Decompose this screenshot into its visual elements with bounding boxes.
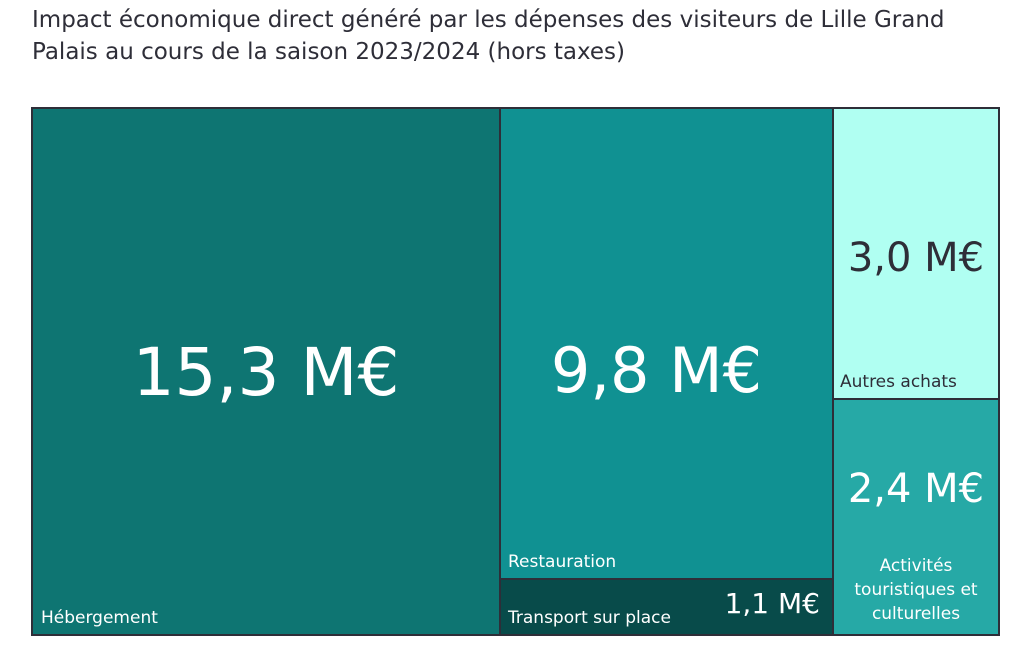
tile-value: 2,4 M€ — [847, 466, 985, 512]
tile-label: Activités touristiques et culturelles — [854, 556, 978, 624]
tile-label: Autres achats — [840, 372, 957, 392]
tile-value: 1,1 M€ — [724, 587, 820, 620]
tile-restauration: 9,8 M€ Restauration — [501, 109, 832, 578]
tile-value: 9,8 M€ — [550, 334, 763, 407]
tile-hebergement: 15,3 M€ Hébergement — [33, 109, 499, 634]
tile-transport: Transport sur place 1,1 M€ — [501, 580, 832, 634]
tile-value: 3,0 M€ — [847, 235, 985, 281]
tile-activites: 2,4 M€ Activités touristiques et culture… — [834, 400, 998, 634]
chart-title: Impact économique direct généré par les … — [32, 7, 945, 65]
treemap: 15,3 M€ Hébergement 9,8 M€ Restauration … — [31, 107, 1000, 636]
tile-label: Transport sur place — [508, 608, 671, 628]
tile-label: Hébergement — [41, 608, 158, 628]
tile-autres-achats: 3,0 M€ Autres achats — [834, 109, 998, 398]
tile-label: Restauration — [508, 552, 617, 572]
tile-value: 15,3 M€ — [132, 334, 400, 411]
